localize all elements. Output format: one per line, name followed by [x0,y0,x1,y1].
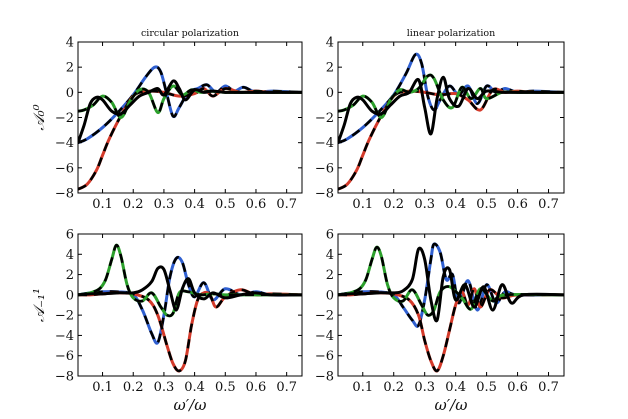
x-tick-label: 0.4 [445,380,466,395]
y-tick-label: 4 [66,248,74,263]
x-tick-label: 0.1 [352,380,373,395]
x-axis-label: ω′/ω [435,396,468,414]
panel-linear-top: 0.1 0.2 0.3 0.4 0.5 0.6 0.7 −8 −6 −4 −2 0 2 4 linear p… [315,28,565,212]
y-tick-label: −6 [315,161,334,176]
y-tick-label: −8 [315,370,334,385]
x-tick-label: 0.2 [383,380,404,395]
series-dash-3 [338,73,564,119]
x-tick-label: 0.5 [215,380,236,395]
x-tick-label: 0.2 [123,380,144,395]
y-tick-label: 0 [326,288,334,303]
y-tick-label: 6 [326,228,334,243]
panel-linear-bottom: 0.1 0.2 0.3 0.4 0.5 0.6 0.7 −8 −6 −4 −2 0 2 4 6 ω′/ω [315,228,565,414]
y-tick-label: 2 [326,268,334,283]
x-tick-label: 0.6 [246,197,267,212]
x-axis-label: ω′/ω [174,396,207,414]
series-line-4 [338,75,564,145]
series-dash-1 [78,256,302,345]
y-tick-label: 0 [326,86,334,101]
y-axis-label: 𝒜₋₁¹ [30,288,48,322]
x-tick-label: 0.4 [184,380,205,395]
series-line-2 [338,287,564,373]
y-tick-label: −2 [315,309,334,324]
x-tick-label: 0.4 [184,197,205,212]
y-tick-label: 4 [326,36,334,51]
y-tick-label: 2 [66,61,74,76]
y-tick-label: 0 [66,288,74,303]
plot-frame [77,233,303,377]
series-dash-1 [338,52,564,144]
x-tick-label: 0.6 [507,380,528,395]
panel-circular-bottom: 0.1 0.2 0.3 0.4 0.5 0.6 0.7 −8 −6 −4 −2 0 2 4 6 ω′/ω 𝒜₋₁… [30,228,303,414]
y-tick-label: 2 [326,61,334,76]
x-tick-label: 0.3 [154,197,175,212]
x-tick-label: 0.7 [276,380,297,395]
y-tick-label: 4 [326,248,334,263]
series-group [78,65,302,191]
y-tick-label: −4 [55,136,74,151]
y-tick-label: −2 [55,111,74,126]
y-tick-label: −6 [55,161,74,176]
x-tick-label: 0.7 [538,197,559,212]
series-dash-3 [78,243,302,318]
x-tick-label: 0.7 [538,380,559,395]
series-dash-2 [338,287,564,373]
x-tick-label: 0.3 [414,197,435,212]
series-line-4 [78,79,302,145]
y-tick-label: 4 [66,36,74,51]
y-tick-label: −4 [315,136,334,151]
panel-title: linear polarization [407,28,496,39]
x-tick-label: 0.5 [215,197,236,212]
y-axis-label: 𝒜₀⁰ [30,104,48,130]
y-tick-label: 6 [66,228,74,243]
x-tick-label: 0.1 [92,197,113,212]
series-group [338,52,564,191]
panel-title: circular polarization [141,28,239,39]
x-tick-label: 0.4 [445,197,466,212]
x-tick-label: 0.3 [154,380,175,395]
plot-frame [337,233,565,377]
panel-circular-top: 0.1 0.2 0.3 0.4 0.5 0.6 0.7 −8 −6 −4 −2 0 2 4 circular… [30,28,303,212]
y-tick-label: −4 [315,329,334,344]
series-dash-3 [338,245,564,317]
series-line-4 [78,265,302,312]
series-line-1 [78,65,302,145]
x-tick-label: 0.2 [383,197,404,212]
x-tick-label: 0.1 [352,197,373,212]
y-tick-label: −8 [55,187,74,202]
x-tick-label: 0.7 [276,197,297,212]
x-tick-label: 0.5 [476,380,497,395]
x-tick-label: 0.6 [507,197,528,212]
series-group [338,242,564,373]
y-tick-label: −8 [315,187,334,202]
series-group [78,243,302,373]
y-tick-label: −2 [55,309,74,324]
y-tick-label: −2 [315,111,334,126]
x-tick-label: 0.6 [246,380,267,395]
x-tick-label: 0.5 [476,197,497,212]
series-line-4 [338,246,564,323]
y-tick-label: 2 [66,268,74,283]
x-tick-label: 0.3 [414,380,435,395]
y-tick-label: −8 [55,370,74,385]
x-tick-label: 0.1 [92,380,113,395]
y-tick-label: 0 [66,86,74,101]
y-tick-label: −6 [315,349,334,364]
y-tick-label: −4 [55,329,74,344]
x-tick-label: 0.2 [123,197,144,212]
y-tick-label: −6 [55,349,74,364]
series-dash-2 [78,288,302,373]
